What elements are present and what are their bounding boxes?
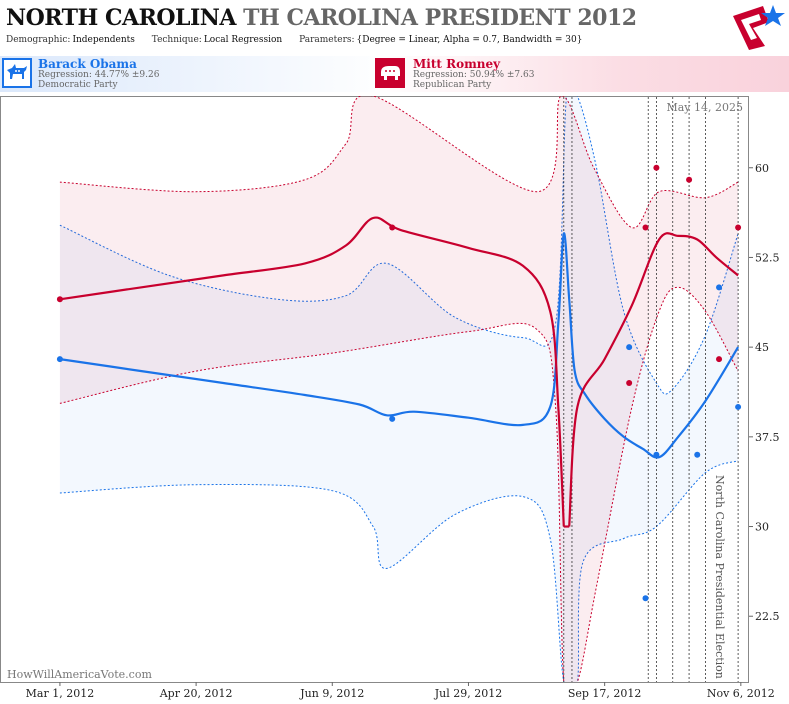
romney-upper-bound-line: [59, 96, 739, 229]
romney-poll-point: [389, 224, 396, 231]
watermark: HowWillAmericaVote.com: [7, 668, 152, 681]
romney-poll-point: [56, 296, 63, 303]
x-tick-label: Jul 29, 2012: [434, 687, 503, 700]
x-tick-label: Mar 1, 2012: [26, 687, 95, 700]
romney-name: Mitt Romney: [413, 57, 501, 71]
date-stamp: May 14, 2025: [666, 101, 743, 114]
obama-poll-point: [694, 451, 701, 458]
romney-regression: Regression: 50.94% ±7.63: [413, 70, 535, 80]
technique-value: Local Regression: [203, 35, 283, 45]
y-tick-label: 22.5: [755, 610, 780, 623]
legend-obama: Barack Obama Regression: 44.77% ±9.26 De…: [0, 56, 395, 92]
elephant-icon: [375, 58, 405, 88]
obama-poll-point: [642, 595, 649, 602]
technique-label: Technique:: [151, 35, 202, 45]
romney-poll-point: [686, 176, 693, 183]
chart-parameters: Demographic: Independents Technique: Local…: [6, 35, 597, 45]
obama-poll-point: [735, 403, 742, 410]
legend-romney: Mitt Romney Regression: 50.94% ±7.63 Rep…: [375, 56, 789, 92]
obama-lower-bound-line: [59, 460, 739, 682]
romney-poll-point: [653, 164, 660, 171]
parameters-label: Parameters:: [299, 35, 355, 45]
site-logo-icon[interactable]: [729, 2, 787, 54]
romney-lower-bound-line: [59, 286, 739, 682]
y-tick-label: 52.5: [755, 251, 780, 264]
obama-upper-bound-line: [59, 96, 739, 395]
parameters-value: {Degree = Linear, Alpha = 0.7, Bandwidth…: [356, 35, 583, 45]
obama-poll-point: [653, 451, 660, 458]
x-tick-label: Nov 6, 2012: [707, 687, 775, 700]
obama-poll-point: [389, 415, 396, 422]
obama-poll-point: [626, 344, 633, 351]
x-tick-label: Sep 17, 2012: [568, 687, 642, 700]
vertical-title: North Carolina Presidential Election: [713, 475, 726, 679]
obama-poll-point: [56, 356, 63, 363]
obama-party: Democratic Party: [38, 80, 118, 90]
obama-confidence-band: [59, 96, 739, 682]
x-tick-label: Jun 9, 2012: [299, 687, 364, 700]
title-race: TH CAROLINA PRESIDENT 2012: [243, 5, 637, 31]
page-title: NORTH CAROLINA TH CAROLINA PRESIDENT 201…: [6, 5, 637, 31]
romney-confidence-band: [59, 96, 739, 682]
obama-name: Barack Obama: [38, 57, 137, 71]
demographic-value: Independents: [72, 35, 135, 45]
x-tick-label: Apr 20, 2012: [159, 687, 233, 700]
romney-trend-line-tail: [568, 232, 739, 527]
romney-poll-point: [626, 380, 633, 387]
y-tick-label: 30: [755, 521, 769, 534]
demographic-label: Demographic:: [6, 35, 71, 45]
obama-poll-point: [716, 284, 723, 291]
donkey-icon: [2, 58, 32, 88]
romney-party: Republican Party: [413, 80, 492, 90]
romney-poll-point: [642, 224, 649, 231]
y-tick-label: 37.5: [755, 431, 780, 444]
obama-regression: Regression: 44.77% ±9.26: [38, 70, 160, 80]
romney-poll-point: [735, 224, 742, 231]
y-tick-label: 60: [755, 162, 769, 175]
romney-trend-line: [59, 216, 565, 527]
title-state: NORTH CAROLINA: [6, 5, 236, 31]
y-tick-label: 45: [755, 341, 769, 354]
romney-poll-point: [716, 356, 723, 363]
obama-trend-line: [59, 232, 740, 459]
